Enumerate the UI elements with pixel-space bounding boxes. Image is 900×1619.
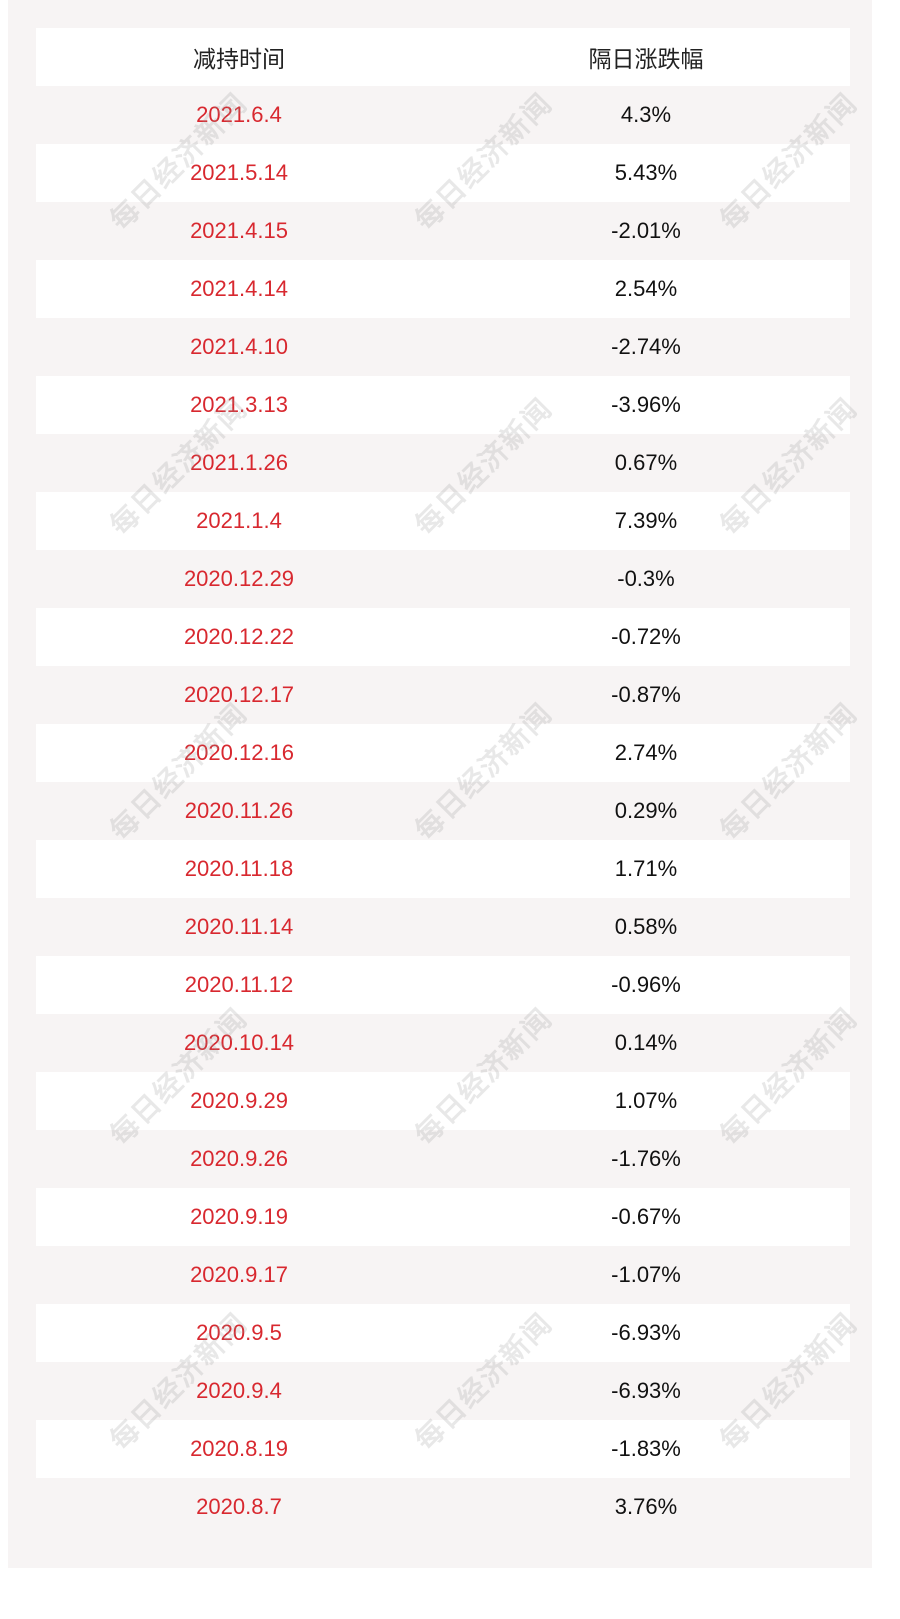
- next-day-change: 1.07%: [442, 1072, 850, 1130]
- next-day-change: -1.76%: [442, 1130, 850, 1188]
- next-day-change: 0.67%: [442, 434, 850, 492]
- reduction-date: 2020.9.4: [36, 1362, 442, 1420]
- reduction-date: 2020.9.19: [36, 1188, 442, 1246]
- reduction-date: 2021.5.14: [36, 144, 442, 202]
- reduction-date: 2020.10.14: [36, 1014, 442, 1072]
- reduction-date: 2020.11.26: [36, 782, 442, 840]
- table-row: 2020.12.29 -0.3%: [36, 550, 850, 608]
- table-body: 2021.6.4 4.3% 2021.5.14 5.43% 2021.4.15 -2.01…: [36, 86, 850, 1536]
- table-row: 2020.9.19 -0.67%: [36, 1188, 850, 1246]
- table-header-row: 减持时间 隔日涨跌幅: [36, 28, 850, 86]
- table-row: 2020.9.29 1.07%: [36, 1072, 850, 1130]
- next-day-change: 7.39%: [442, 492, 850, 550]
- table-row: 2020.11.18 1.71%: [36, 840, 850, 898]
- reduction-date: 2020.12.29: [36, 550, 442, 608]
- table-row: 2021.3.13 -3.96%: [36, 376, 850, 434]
- reduction-date: 2020.8.19: [36, 1420, 442, 1478]
- reduction-date: 2020.11.14: [36, 898, 442, 956]
- next-day-change: 1.71%: [442, 840, 850, 898]
- reduction-date: 2020.9.17: [36, 1246, 442, 1304]
- reduction-date: 2021.6.4: [36, 86, 442, 144]
- reduction-date: 2021.4.14: [36, 260, 442, 318]
- table-row: 2021.4.15 -2.01%: [36, 202, 850, 260]
- table-row: 2020.11.14 0.58%: [36, 898, 850, 956]
- next-day-change: -1.07%: [442, 1246, 850, 1304]
- next-day-change: -0.67%: [442, 1188, 850, 1246]
- header-date: 减持时间: [36, 28, 442, 86]
- table-row: 2020.10.14 0.14%: [36, 1014, 850, 1072]
- table-row: 2020.8.19 -1.83%: [36, 1420, 850, 1478]
- table-row: 2021.4.14 2.54%: [36, 260, 850, 318]
- next-day-change: -3.96%: [442, 376, 850, 434]
- reduction-date: 2020.12.22: [36, 608, 442, 666]
- reduction-date: 2021.1.26: [36, 434, 442, 492]
- reduction-date: 2020.8.7: [36, 1478, 442, 1536]
- next-day-change: -6.93%: [442, 1362, 850, 1420]
- table-row: 2020.12.22 -0.72%: [36, 608, 850, 666]
- next-day-change: -2.01%: [442, 202, 850, 260]
- table-row: 2021.4.10 -2.74%: [36, 318, 850, 376]
- next-day-change: -0.3%: [442, 550, 850, 608]
- next-day-change: 0.58%: [442, 898, 850, 956]
- table-row: 2020.11.26 0.29%: [36, 782, 850, 840]
- next-day-change: -2.74%: [442, 318, 850, 376]
- next-day-change: -0.72%: [442, 608, 850, 666]
- table-row: 2020.9.26 -1.76%: [36, 1130, 850, 1188]
- next-day-change: 4.3%: [442, 86, 850, 144]
- reduction-date: 2021.4.10: [36, 318, 442, 376]
- table-panel: 减持时间 隔日涨跌幅 2021.6.4 4.3% 2021.5.14 5.43% 202…: [8, 0, 872, 1568]
- next-day-change: 3.76%: [442, 1478, 850, 1536]
- next-day-change: -0.87%: [442, 666, 850, 724]
- next-day-change: 2.54%: [442, 260, 850, 318]
- reduction-date: 2020.12.17: [36, 666, 442, 724]
- next-day-change: -6.93%: [442, 1304, 850, 1362]
- table-row: 2021.6.4 4.3%: [36, 86, 850, 144]
- next-day-change: -0.96%: [442, 956, 850, 1014]
- reduction-date: 2020.12.16: [36, 724, 442, 782]
- next-day-change: 5.43%: [442, 144, 850, 202]
- reduction-date: 2020.11.12: [36, 956, 442, 1014]
- header-change: 隔日涨跌幅: [442, 28, 850, 86]
- reduction-date: 2020.9.29: [36, 1072, 442, 1130]
- next-day-change: 0.29%: [442, 782, 850, 840]
- reduction-date: 2020.11.18: [36, 840, 442, 898]
- table-row: 2020.8.7 3.76%: [36, 1478, 850, 1536]
- next-day-change: 0.14%: [442, 1014, 850, 1072]
- table-row: 2020.9.5 -6.93%: [36, 1304, 850, 1362]
- next-day-change: -1.83%: [442, 1420, 850, 1478]
- reduction-date: 2020.9.5: [36, 1304, 442, 1362]
- reduction-date: 2021.1.4: [36, 492, 442, 550]
- next-day-change: 2.74%: [442, 724, 850, 782]
- table-row: 2020.9.4 -6.93%: [36, 1362, 850, 1420]
- table-row: 2021.1.26 0.67%: [36, 434, 850, 492]
- reduction-table: 减持时间 隔日涨跌幅 2021.6.4 4.3% 2021.5.14 5.43% 202…: [36, 28, 850, 1536]
- table-row: 2021.5.14 5.43%: [36, 144, 850, 202]
- table-row: 2020.9.17 -1.07%: [36, 1246, 850, 1304]
- reduction-date: 2021.3.13: [36, 376, 442, 434]
- table-row: 2021.1.4 7.39%: [36, 492, 850, 550]
- table-row: 2020.12.16 2.74%: [36, 724, 850, 782]
- table-row: 2020.12.17 -0.87%: [36, 666, 850, 724]
- reduction-date: 2021.4.15: [36, 202, 442, 260]
- reduction-date: 2020.9.26: [36, 1130, 442, 1188]
- table-row: 2020.11.12 -0.96%: [36, 956, 850, 1014]
